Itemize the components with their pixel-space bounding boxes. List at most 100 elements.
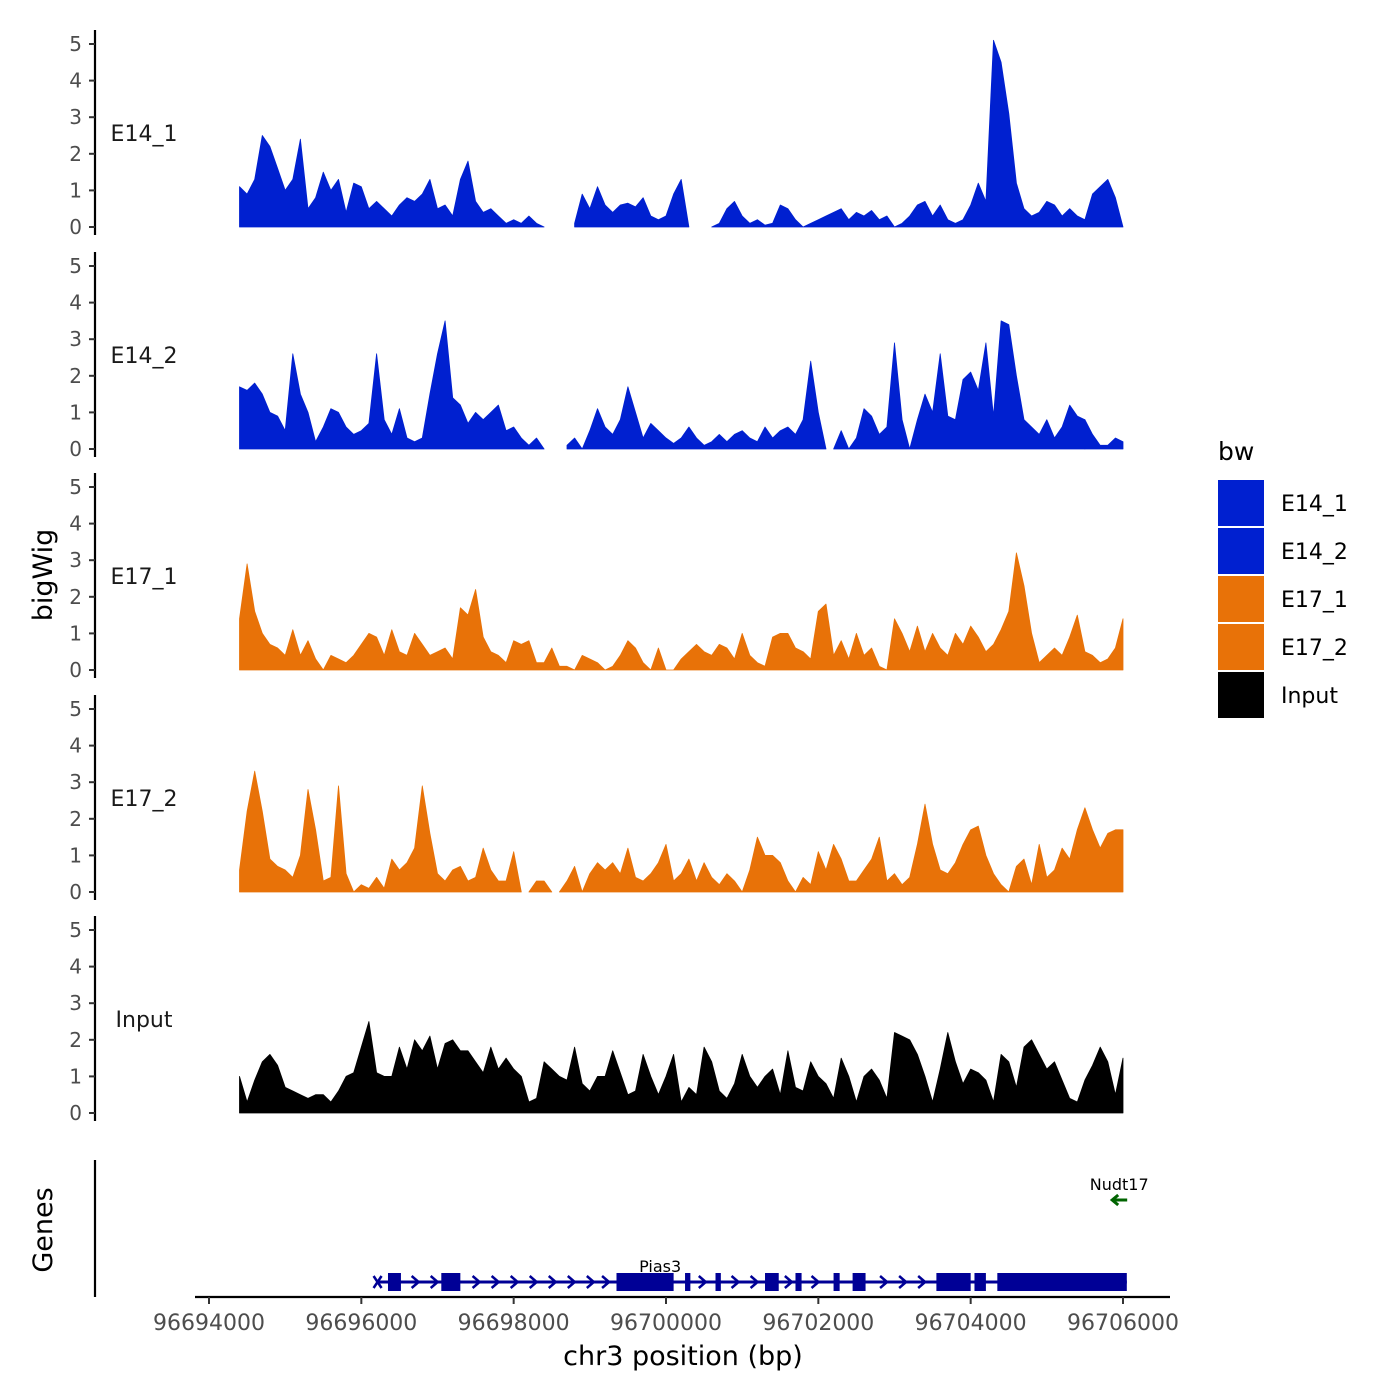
y-tick-label: 3: [69, 105, 82, 129]
coverage-area: [528, 880, 553, 893]
legend-title: bw: [1218, 437, 1254, 466]
y-tick-label: 0: [69, 215, 82, 239]
exon: [833, 1273, 840, 1291]
gene-label: Nudt17: [1090, 1175, 1149, 1194]
track-e14-2: 0 1 2 3 4 5 E14_2: [69, 252, 1124, 461]
coverage-area: [566, 360, 827, 450]
exon: [666, 1273, 674, 1291]
strand-arrow: [784, 1275, 794, 1289]
y-tick-label: 4: [69, 734, 82, 758]
exon: [997, 1273, 1127, 1291]
coverage-area: [239, 320, 545, 450]
legend-label: E17_1: [1281, 588, 1348, 613]
track-input: 0 1 2 3 4 5 Input: [69, 916, 1124, 1125]
y-tick-label: 2: [69, 585, 82, 609]
y-tick-label: 2: [69, 142, 82, 166]
strand-arrow: [1109, 1193, 1128, 1207]
x-axis-title: chr3 position (bp): [563, 1341, 803, 1372]
strand-arrow: [547, 1275, 558, 1289]
y-tick-label: 0: [69, 658, 82, 682]
gene-start-mark: [372, 1275, 383, 1289]
strand-arrow: [410, 1275, 421, 1289]
strand-arrow: [471, 1275, 482, 1289]
strand-arrow: [749, 1275, 760, 1289]
x-tick-label: 96694000: [153, 1311, 265, 1336]
exon: [616, 1273, 666, 1291]
strand-arrow: [429, 1275, 440, 1289]
strand-arrow: [528, 1275, 539, 1289]
track-label: Input: [116, 1008, 173, 1033]
legend-label: E14_2: [1281, 540, 1348, 565]
y-tick-label: 2: [69, 364, 82, 388]
coverage-area: [559, 803, 1124, 893]
y-tick-label: 3: [69, 991, 82, 1015]
y-tick-label: 3: [69, 770, 82, 794]
y-tick-label: 1: [69, 178, 82, 202]
coverage-area: [239, 1021, 1124, 1114]
exon: [715, 1273, 721, 1291]
legend-key: [1218, 624, 1264, 670]
exon: [441, 1273, 461, 1291]
legend-key: [1218, 672, 1264, 718]
y-tick-label: 2: [69, 1028, 82, 1052]
coverage-area: [1084, 419, 1124, 450]
y-tick-label: 2: [69, 807, 82, 831]
y-tick-label: 0: [69, 880, 82, 904]
y-tick-label: 4: [69, 69, 82, 93]
exon: [852, 1273, 866, 1291]
track-label: E17_2: [111, 787, 178, 812]
exon: [765, 1273, 779, 1291]
x-tick-label: 96706000: [1067, 1311, 1179, 1336]
strand-arrow: [697, 1275, 708, 1289]
y-tick-label: 5: [69, 918, 82, 942]
coverage-area: [239, 552, 1124, 671]
x-tick-label: 96700000: [610, 1311, 722, 1336]
y-tick-label: 0: [69, 437, 82, 461]
y-tick-label: 5: [69, 475, 82, 499]
y-tick-label: 5: [69, 32, 82, 56]
exon: [936, 1273, 971, 1291]
y-tick-label: 4: [69, 291, 82, 315]
y-tick-label: 1: [69, 843, 82, 867]
x-tick-label: 96696000: [305, 1311, 417, 1336]
y-tick-label: 1: [69, 621, 82, 645]
y-tick-label: 1: [69, 1064, 82, 1088]
track-e17-2: 0 1 2 3 4 5 E17_2: [69, 695, 1124, 904]
coverage-area: [833, 320, 1086, 450]
exon: [974, 1273, 986, 1291]
legend-label: E14_1: [1281, 492, 1348, 517]
legend-key: [1218, 480, 1264, 526]
strand-arrow: [810, 1275, 821, 1289]
exon: [387, 1273, 401, 1291]
coverage-tracks: 0 1 2 3 4 5 E14_1 0 1 2 3 4 5 E14_2 0 1 2 3 4 5 E17_1 0 1 2 3 4 5 E…: [69, 30, 1124, 1125]
strand-arrow: [879, 1275, 889, 1289]
track-label: E14_2: [111, 344, 178, 369]
x-axis: 96694000 96696000 96698000 96700000 96702000…: [153, 1295, 1179, 1336]
track-e17-1: 0 1 2 3 4 5 E17_1: [69, 473, 1124, 682]
legend-label: E17_2: [1281, 636, 1348, 661]
coverage-area: [239, 135, 545, 228]
x-tick-label: 96702000: [762, 1311, 874, 1336]
legend-label: Input: [1281, 684, 1338, 709]
coverage-area: [574, 179, 690, 228]
genes-axis-title: Genes: [28, 1187, 59, 1272]
gene-label: Pias3: [639, 1257, 681, 1276]
y-axis-title: bigWig: [28, 529, 59, 622]
coverage-area: [711, 39, 1124, 228]
gene-panel: Pias3 Nudt17: [93, 1160, 1149, 1297]
track-e14-1: 0 1 2 3 4 5 E14_1: [69, 30, 1124, 239]
legend: E14_1 E14_2 E17_1 E17_2 Input: [1218, 480, 1348, 718]
legend-key: [1218, 528, 1264, 574]
y-tick-label: 5: [69, 254, 82, 278]
strand-arrow: [730, 1275, 741, 1289]
x-tick-label: 96698000: [458, 1311, 570, 1336]
strand-arrow: [898, 1275, 909, 1289]
x-tick-label: 96704000: [915, 1311, 1027, 1336]
gene-nudt17: Nudt17: [1090, 1175, 1149, 1207]
exon: [795, 1273, 802, 1291]
y-tick-label: 3: [69, 327, 82, 351]
strand-arrow: [509, 1275, 520, 1289]
strand-arrow: [490, 1275, 501, 1289]
track-label: E17_1: [111, 565, 178, 590]
